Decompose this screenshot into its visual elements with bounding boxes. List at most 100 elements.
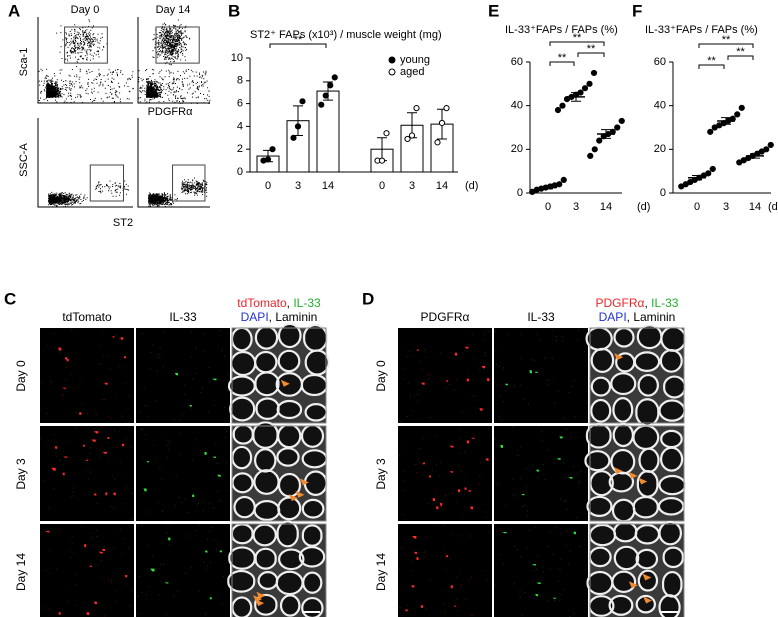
data-point (591, 146, 598, 153)
channel-header: tdTomato (62, 310, 112, 324)
micrograph-frame (589, 327, 685, 424)
sig-label: ** (558, 52, 567, 64)
row-label: Day 14 (14, 553, 28, 591)
sig-bracket (549, 41, 605, 46)
data-point (413, 105, 420, 112)
data-point (294, 123, 302, 130)
micrograph (398, 328, 492, 423)
error-bar (692, 175, 702, 181)
chart-title: IL-33⁺FAPs / FAPs (%) (645, 24, 758, 36)
data-point (269, 146, 276, 153)
y-tick-label: 4 (237, 120, 243, 132)
flow-events (38, 19, 134, 104)
arrowhead (628, 471, 638, 479)
micrograph-frame (231, 523, 327, 617)
arrowhead (642, 573, 652, 581)
micrograph (494, 524, 588, 617)
micrograph (40, 426, 134, 521)
data-point (264, 156, 272, 163)
x-tick-label: 14 (600, 201, 612, 213)
row-label: Day 3 (14, 458, 28, 490)
sig-bracket (727, 55, 754, 60)
arrowhead (614, 353, 624, 361)
x-tick-label: 14 (436, 180, 448, 192)
chart-title: ST2⁺ FAPs (x10³) / muscle weight (mg) (250, 29, 442, 41)
row-label: Day 3 (374, 458, 388, 490)
x-tick-label: 3 (573, 201, 579, 213)
merge-header-part: , (287, 296, 294, 310)
x-unit: (d) (465, 180, 478, 192)
micrograph (136, 426, 230, 521)
merge-header: DAPI, Laminin (599, 310, 676, 324)
merge-header-part: , (627, 310, 634, 324)
micrograph (40, 524, 134, 617)
data-point (299, 98, 306, 105)
x-tick-label: 14 (322, 180, 334, 192)
error-bar (571, 92, 581, 102)
y-tick-label: 60 (511, 56, 523, 68)
flow-axes (37, 118, 133, 208)
merge-header-part: PDGFRα (596, 296, 645, 310)
legend-marker (388, 56, 396, 64)
panel-letter: F (632, 1, 642, 20)
panel-letter: E (488, 1, 499, 20)
laminin (229, 324, 329, 421)
sig-bracket (577, 52, 605, 57)
merge-header-part: tdTomato (237, 296, 287, 310)
arrowhead (295, 490, 305, 498)
arrowhead (628, 581, 638, 589)
arrowhead (299, 478, 309, 486)
data-point (587, 152, 594, 159)
flow-ylabel: SSC-A (18, 143, 30, 177)
arrowhead (280, 379, 290, 387)
data-point (618, 117, 625, 125)
data-point (767, 141, 774, 149)
data-point (614, 124, 621, 131)
x-tick-label: 3 (295, 180, 301, 192)
micrograph-frame (231, 327, 327, 424)
x-tick-label: 0 (694, 201, 700, 213)
legend-label: aged (400, 66, 424, 78)
y-tick-label: 8 (237, 75, 243, 87)
arrowhead (638, 477, 648, 485)
merge-header: DAPI, Laminin (241, 310, 318, 324)
flow-ylabel: Sca-1 (18, 48, 30, 77)
legend-label: young (400, 54, 430, 66)
x-tick-label: 0 (265, 180, 271, 192)
data-point (318, 101, 325, 108)
x-tick-label: 3 (723, 201, 729, 213)
data-point (378, 157, 386, 164)
merge-header-part: , (269, 310, 276, 324)
micrograph-frame (231, 425, 327, 522)
data-point (590, 69, 598, 77)
micrograph (398, 426, 492, 521)
panel-letter: D (362, 289, 374, 308)
y-tick-label: 20 (654, 143, 666, 155)
merge-header-part: Laminin (633, 310, 675, 324)
micrograph (494, 328, 588, 423)
channel-header: IL-33 (169, 310, 197, 324)
merge-header: tdTomato, IL-33 (237, 296, 321, 310)
laminin (587, 325, 686, 425)
flow-col: Day 14 (156, 4, 191, 16)
laminin (228, 521, 324, 617)
data-point (586, 80, 593, 87)
micrograph (136, 524, 230, 617)
x-unit: (d) (637, 201, 650, 213)
sig-label: ** (294, 34, 303, 46)
merge-header-part: DAPI (599, 310, 627, 324)
arrowhead (643, 596, 653, 604)
sig-label: ** (573, 32, 582, 44)
flow-axes (137, 118, 210, 208)
data-point (438, 119, 446, 127)
y-tick-label: 10 (231, 52, 243, 64)
data-point (327, 82, 334, 89)
data-point (560, 176, 567, 183)
y-tick-label: 60 (654, 56, 666, 68)
x-tick-label: 0 (545, 201, 551, 213)
data-point (554, 106, 562, 114)
panel-letter: B (228, 1, 240, 20)
row-label: Day 0 (374, 360, 388, 392)
gate (172, 164, 206, 202)
